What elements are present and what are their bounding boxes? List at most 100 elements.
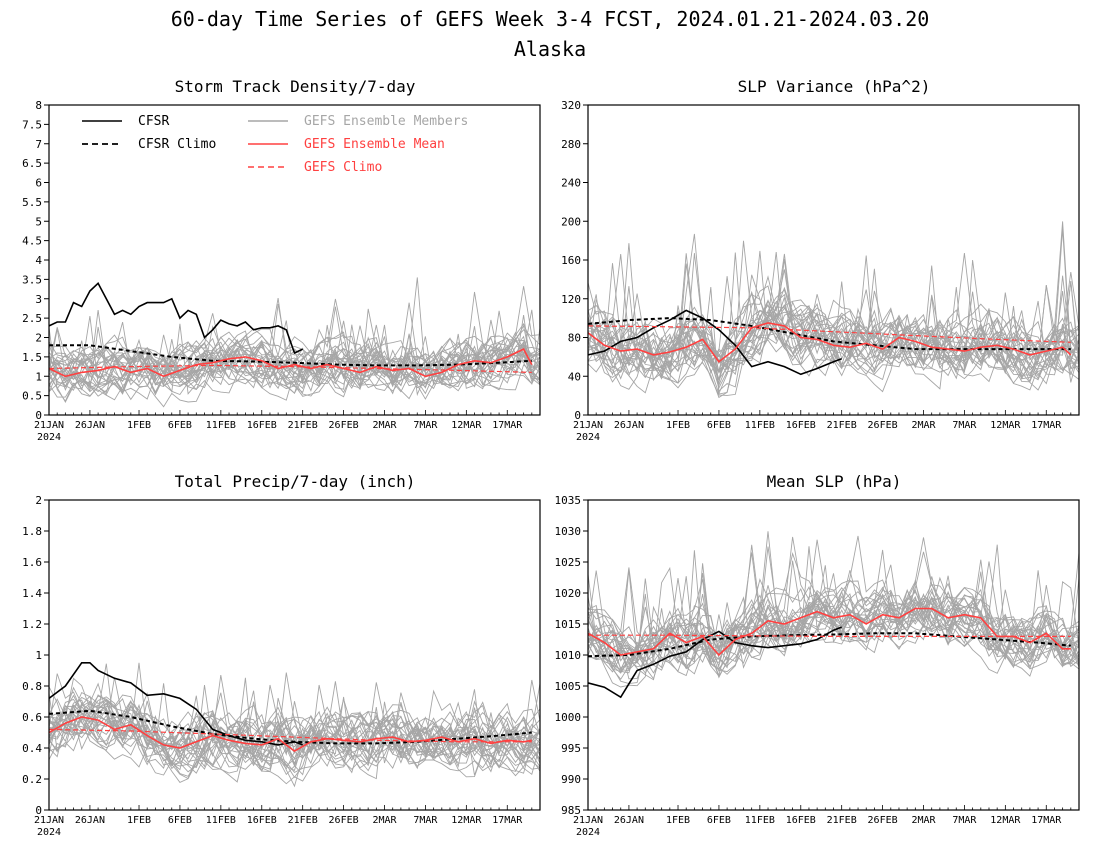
ensemble-member-line xyxy=(49,298,540,386)
x-tick-label: 26FEB xyxy=(868,420,898,431)
y-tick-label: 7.5 xyxy=(22,118,42,131)
x-tick-label: 12MAR xyxy=(451,815,482,826)
x-tick-label: 26JAN xyxy=(614,420,644,431)
ensemble-member-line xyxy=(49,704,540,773)
figure-title: 60-day Time Series of GEFS Week 3-4 FCST… xyxy=(171,7,930,31)
ensemble-member-line xyxy=(49,324,540,404)
x-tick-label: 1FEB xyxy=(127,815,151,826)
x-year-label: 2024 xyxy=(576,432,600,443)
plot-area xyxy=(49,277,540,408)
x-tick-label: 21JAN xyxy=(34,815,64,826)
series-cfsr-climo xyxy=(49,344,532,367)
y-tick-label: 990 xyxy=(561,773,581,786)
ensemble-member-line xyxy=(49,335,540,392)
y-tick-label: 4 xyxy=(35,254,42,267)
x-tick-label: 11FEB xyxy=(745,420,775,431)
x-tick-label: 2MAR xyxy=(372,420,397,431)
ensemble-member-line xyxy=(588,304,1079,380)
y-tick-label: 200 xyxy=(561,215,581,228)
y-tick-label: 80 xyxy=(568,332,581,345)
x-tick-label: 26FEB xyxy=(329,420,359,431)
y-tick-label: 2.5 xyxy=(22,312,42,325)
ensemble-member-line xyxy=(588,566,1079,667)
y-tick-label: 40 xyxy=(568,370,581,383)
y-tick-label: 1030 xyxy=(555,525,582,538)
y-tick-label: 995 xyxy=(561,742,581,755)
y-tick-label: 0.4 xyxy=(22,742,42,755)
y-tick-label: 0 xyxy=(574,409,581,422)
ensemble-member-line xyxy=(588,563,1079,680)
legend-label-cfsr: CFSR xyxy=(138,114,169,129)
figure-subtitle: Alaska xyxy=(514,37,586,61)
series-cfsr xyxy=(588,626,842,699)
y-tick-label: 0.5 xyxy=(22,390,42,403)
ensemble-member-line xyxy=(588,253,1079,390)
x-tick-label: 21FEB xyxy=(827,815,857,826)
y-tick-label: 1005 xyxy=(555,680,582,693)
y-tick-label: 6 xyxy=(35,177,42,190)
ensemble-member-line xyxy=(49,684,540,776)
ensemble-member-line xyxy=(49,691,540,772)
panel-storm-track-density: Storm Track Density/7-day 0 0.5 1 1.5 2 2.5 3 3… xyxy=(22,77,541,443)
ensemble-member-line xyxy=(588,286,1079,399)
plot-area xyxy=(49,661,540,788)
y-tick-label: 1020 xyxy=(555,587,582,600)
series-cfsr xyxy=(49,661,303,746)
ensemble-member-line xyxy=(49,675,540,761)
y-tick-label: 1.4 xyxy=(22,587,42,600)
x-tick-label: 2MAR xyxy=(911,815,936,826)
y-tick-label: 2 xyxy=(35,494,42,507)
x-tick-label: 12MAR xyxy=(990,420,1021,431)
y-tick-label: 1035 xyxy=(555,494,582,507)
y-tick-label: 0.2 xyxy=(22,773,42,786)
y-tick-label: 1 xyxy=(35,370,42,383)
ensemble-member-line xyxy=(588,254,1079,375)
x-tick-label: 7MAR xyxy=(413,420,438,431)
legend-label-members: GEFS Ensemble Members xyxy=(304,114,468,129)
x-tick-label: 1FEB xyxy=(666,420,690,431)
x-tick-label: 17MAR xyxy=(1031,815,1062,826)
series-gefs-climo xyxy=(588,634,1071,638)
ensemble-member-line xyxy=(588,565,1079,661)
panel-title: Total Precip/7-day (inch) xyxy=(175,472,416,491)
panel-title: SLP Variance (hPa^2) xyxy=(738,77,931,96)
y-tick-label: 5 xyxy=(35,215,42,228)
series-gefs-climo xyxy=(588,325,1071,343)
ensemble-member-line xyxy=(588,578,1079,677)
plot-area xyxy=(588,221,1079,399)
y-tick-label: 6.5 xyxy=(22,157,42,170)
legend-label-gefs-climo: GEFS Climo xyxy=(304,160,382,175)
ensemble-member-line xyxy=(588,546,1079,670)
panel-title: Storm Track Density/7-day xyxy=(175,77,416,96)
y-tick-label: 1.8 xyxy=(22,525,42,538)
y-tick-label: 1 xyxy=(35,649,42,662)
x-year-label: 2024 xyxy=(37,827,61,838)
x-tick-label: 1FEB xyxy=(127,420,151,431)
x-tick-label: 12MAR xyxy=(990,815,1021,826)
y-tick-label: 3.5 xyxy=(22,273,42,286)
x-tick-label: 17MAR xyxy=(492,420,523,431)
x-tick-label: 6FEB xyxy=(707,420,731,431)
x-tick-label: 26FEB xyxy=(868,815,898,826)
x-tick-label: 6FEB xyxy=(168,815,192,826)
series-cfsr-climo xyxy=(588,632,1071,658)
panel-total-precip: Total Precip/7-day (inch) 0 0.2 0.4 0.6 0.8 1… xyxy=(22,472,541,838)
y-tick-label: 1.2 xyxy=(22,618,42,631)
y-tick-label: 1000 xyxy=(555,711,582,724)
y-tick-label: 120 xyxy=(561,293,581,306)
ensemble-member-line xyxy=(588,285,1079,375)
x-tick-label: 11FEB xyxy=(206,815,236,826)
x-tick-label: 17MAR xyxy=(492,815,523,826)
x-tick-label: 21FEB xyxy=(288,420,318,431)
y-tick-label: 7 xyxy=(35,138,42,151)
ensemble-member-line xyxy=(588,310,1079,373)
y-tick-label: 1.6 xyxy=(22,556,42,569)
y-tick-label: 240 xyxy=(561,177,581,190)
x-tick-label: 6FEB xyxy=(168,420,192,431)
y-tick-label: 3 xyxy=(35,293,42,306)
ensemble-member-line xyxy=(49,303,540,390)
ensemble-member-line xyxy=(49,302,540,391)
series-gefs-climo xyxy=(49,364,532,373)
